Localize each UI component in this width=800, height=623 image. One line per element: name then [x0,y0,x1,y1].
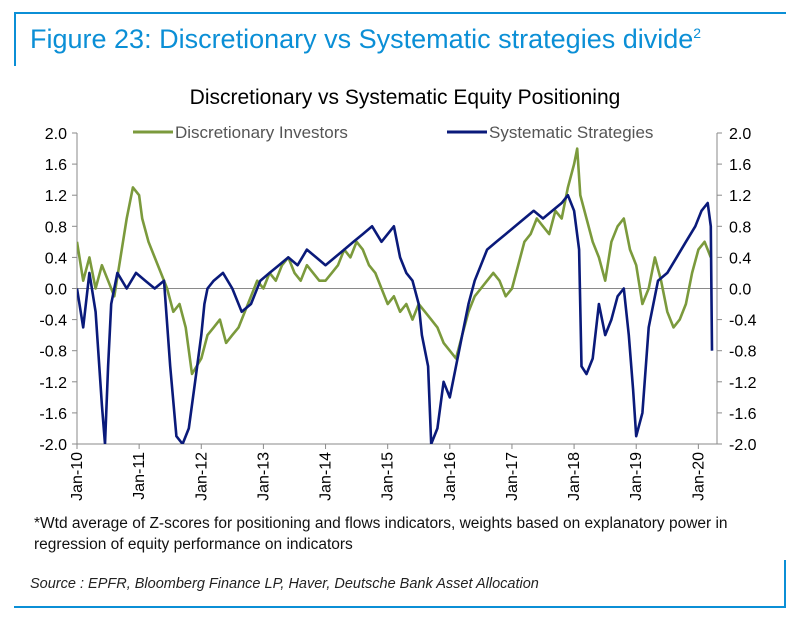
y-tick-label-right: 0.8 [729,219,751,236]
x-tick-label: Jan-11 [131,452,148,500]
frame-right-rule [784,560,786,606]
source-note: Source : EPFR, Bloomberg Finance LP, Hav… [30,576,539,592]
x-tick-label: Jan-20 [690,452,707,501]
y-tick-label-left: 0.0 [45,282,67,299]
y-tick-label-right: -0.4 [729,313,757,330]
chart-footnote: *Wtd average of Z-scores for positioning… [34,515,728,553]
y-tick-label-left: -2.0 [39,437,67,454]
y-tick-label-left: -1.6 [39,406,67,423]
frame-bottom-rule [14,606,786,608]
y-tick-label-right: -1.6 [729,406,757,423]
x-tick-label: Jan-12 [193,452,210,501]
figure-title: Figure 23: Discretionary vs Systematic s… [30,24,701,55]
x-tick-label: Jan-17 [504,452,521,501]
series-line-systematic [77,193,714,444]
series-line-discretionary [77,147,713,376]
y-tick-label-left: -1.2 [39,375,67,392]
legend-label-discretionary: Discretionary Investors [175,123,348,142]
x-tick-label: Jan-10 [69,452,86,501]
x-tick-label: Jan-19 [628,452,645,501]
legend-label-systematic: Systematic Strategies [489,123,653,142]
y-tick-label-left: 1.2 [45,188,67,205]
y-tick-label-right: -1.2 [729,375,757,392]
frame-left-rule [14,12,16,66]
y-tick-label-left: 2.0 [45,126,67,143]
y-tick-label-right: 0.0 [729,282,751,299]
y-tick-label-right: -0.8 [729,344,757,361]
y-tick-label-right: 1.6 [729,157,751,174]
x-tick-label: Jan-13 [255,452,272,501]
chart-title: Discretionary vs Systematic Equity Posit… [189,86,621,109]
y-tick-label-left: -0.8 [39,344,67,361]
frame-top-rule [14,12,786,14]
figure-title-superscript: 2 [693,25,702,41]
x-tick-label: Jan-18 [566,452,583,501]
y-tick-label-right: 1.2 [729,188,751,205]
y-tick-label-left: 0.4 [45,250,67,267]
y-tick-label-right: -2.0 [729,437,757,454]
y-tick-label-right: 0.4 [729,250,751,267]
y-tick-label-left: 0.8 [45,219,67,236]
figure-title-text: Figure 23: Discretionary vs Systematic s… [30,24,694,54]
y-tick-label-left: -0.4 [39,313,67,330]
y-tick-label-left: 1.6 [45,157,67,174]
x-tick-label: Jan-14 [318,452,335,501]
x-tick-label: Jan-16 [442,452,459,501]
x-tick-label: Jan-15 [380,452,397,501]
y-tick-label-right: 2.0 [729,126,751,143]
